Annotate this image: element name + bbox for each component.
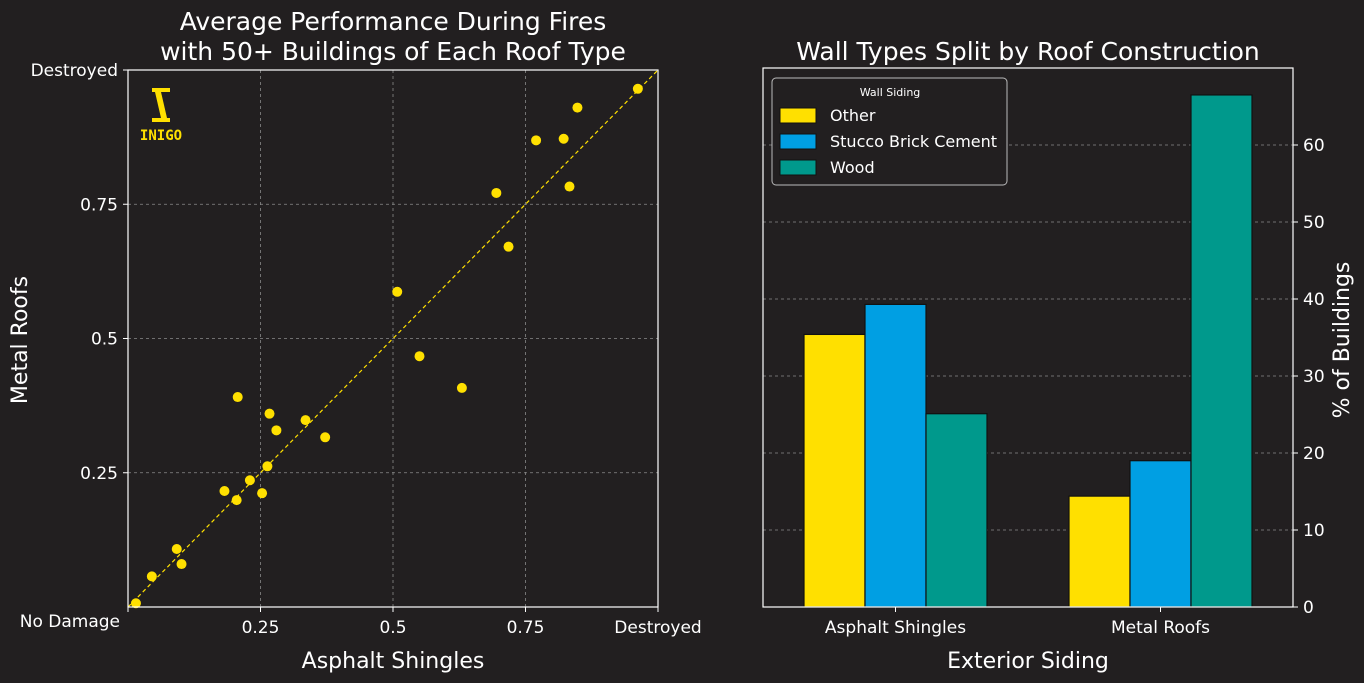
scatter-x-tick-label: 0.25 (242, 618, 280, 638)
scatter-x-tick-label: Destroyed (614, 618, 701, 638)
bar-x-tick-label: Asphalt Shingles (825, 618, 966, 638)
bar-grid (763, 144, 1293, 531)
scatter-point (491, 187, 502, 198)
bar-x-tick-label: Metal Roofs (1111, 618, 1210, 638)
bar-y-tick-label: 10 (1303, 521, 1325, 541)
inigo-logo: INIGO (140, 88, 182, 144)
scatter-point (300, 415, 311, 426)
bars (803, 94, 1253, 608)
legend-swatch (779, 159, 817, 176)
scatter-point (232, 392, 243, 403)
legend-swatch (779, 107, 817, 124)
legend-box (771, 77, 1008, 186)
scatter-y-tick-label: 0.25 (80, 464, 118, 484)
scatter-points (130, 83, 643, 609)
bar-ticks: 0 10 20 30 40 50 60 Asphalt Shingles Metal Roofs (825, 136, 1325, 638)
legend-title: Wall Siding (860, 86, 921, 99)
scatter-point (414, 351, 425, 362)
scatter-y-tick-label: Destroyed (31, 61, 118, 81)
scatter-point (171, 544, 182, 555)
scatter-point (231, 495, 242, 506)
scatter-point (219, 486, 230, 497)
legend-label: Other (830, 106, 876, 125)
scatter-point (632, 83, 643, 94)
scatter-point (130, 598, 141, 609)
legend-items: Other Stucco Brick Cement Wood (779, 106, 997, 177)
scatter-ticks: No Damage 0.25 0.5 0.75 Destroyed 0.25 0.5 0.75… (20, 61, 702, 638)
scatter-point (320, 432, 331, 443)
bar (864, 303, 927, 608)
scatter-point (257, 488, 268, 499)
scatter-x-tick-label: No Damage (20, 612, 120, 632)
bar-y-tick-label: 0 (1303, 598, 1314, 618)
scatter-y-tick-label: 0.5 (91, 330, 118, 350)
logo-text: INIGO (140, 128, 182, 144)
scatter-chart: Average Performance During Fires with 50… (8, 7, 702, 674)
scatter-point (244, 475, 255, 486)
scatter-point (176, 559, 187, 570)
scatter-point (572, 102, 583, 113)
bar-y-tick-label: 20 (1303, 444, 1325, 464)
bar-y-tick-label: 50 (1303, 213, 1325, 233)
bar (925, 413, 988, 608)
scatter-x-tick-label: 0.75 (507, 618, 545, 638)
scatter-point (146, 571, 157, 582)
scatter-y-axis-label: Metal Roofs (8, 276, 33, 404)
bar-title: Wall Types Split by Roof Construction (796, 37, 1259, 66)
scatter-point (262, 461, 273, 472)
bar-y-axis-label: % of Buildings (1330, 262, 1355, 419)
bar (1129, 460, 1192, 608)
scatter-point (271, 425, 282, 436)
bar (803, 333, 866, 608)
scatter-point (564, 181, 575, 192)
scatter-point (503, 241, 514, 252)
scatter-point (531, 135, 542, 146)
bar-y-tick-label: 40 (1303, 290, 1325, 310)
bar (1068, 495, 1131, 608)
bar-y-tick-label: 60 (1303, 136, 1325, 156)
scatter-title-line-2: with 50+ Buildings of Each Roof Type (160, 37, 626, 66)
bar-y-tick-label: 30 (1303, 367, 1325, 387)
scatter-point (456, 382, 467, 393)
bar-frame (762, 67, 1294, 608)
legend: Wall Siding Other Stucco Brick Cement Wood (771, 77, 1008, 186)
scatter-x-tick-label: 0.5 (379, 618, 406, 638)
bar-x-axis-label: Exterior Siding (947, 649, 1109, 674)
scatter-y-tick-label: 0.75 (80, 195, 118, 215)
scatter-point (558, 133, 569, 144)
legend-label: Stucco Brick Cement (830, 132, 997, 151)
legend-label: Wood (830, 158, 875, 177)
scatter-grid (128, 70, 658, 607)
bar (1190, 94, 1253, 608)
scatter-title-line-1: Average Performance During Fires (180, 7, 607, 36)
bar-chart: Wall Types Split by Roof Construction 0 1… (762, 37, 1355, 674)
scatter-point (264, 408, 275, 419)
scatter-point (392, 286, 403, 297)
scatter-x-axis-label: Asphalt Shingles (302, 649, 485, 674)
legend-swatch (779, 133, 817, 150)
